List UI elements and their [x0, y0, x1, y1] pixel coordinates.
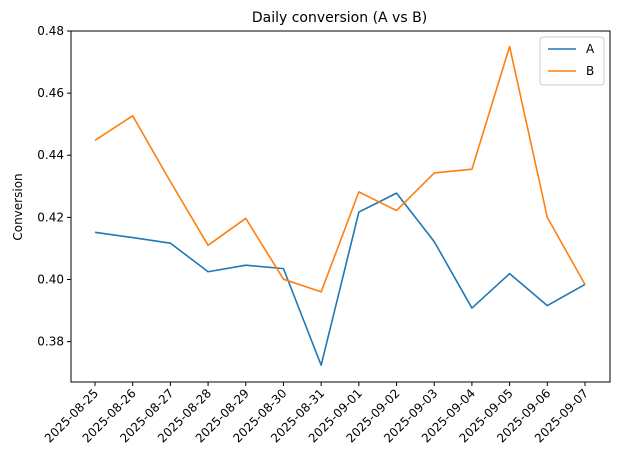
y-tick-label: 0.48 — [37, 24, 64, 38]
series-lines — [94, 45, 586, 367]
y-axis-label: Conversion — [11, 173, 25, 240]
plot-frame — [70, 30, 611, 383]
legend: AB — [539, 36, 605, 86]
x-axis: 2025-08-252025-08-262025-08-272025-08-28… — [42, 382, 591, 445]
series-line-A — [94, 192, 586, 367]
legend-label-B: B — [586, 64, 594, 78]
y-tick-label: 0.40 — [37, 272, 64, 286]
legend-box — [539, 36, 605, 86]
chart-title: Daily conversion (A vs B) — [252, 10, 427, 26]
y-tick-label: 0.44 — [37, 148, 64, 162]
y-tick-label: 0.42 — [37, 210, 64, 224]
y-axis: 0.38 0.40 0.42 0.44 0.46 0.48 — [37, 24, 71, 349]
y-tick-label: 0.38 — [37, 335, 64, 349]
series-line-B — [94, 45, 586, 293]
legend-label-A: A — [586, 42, 595, 56]
y-tick-label: 0.46 — [37, 86, 64, 100]
